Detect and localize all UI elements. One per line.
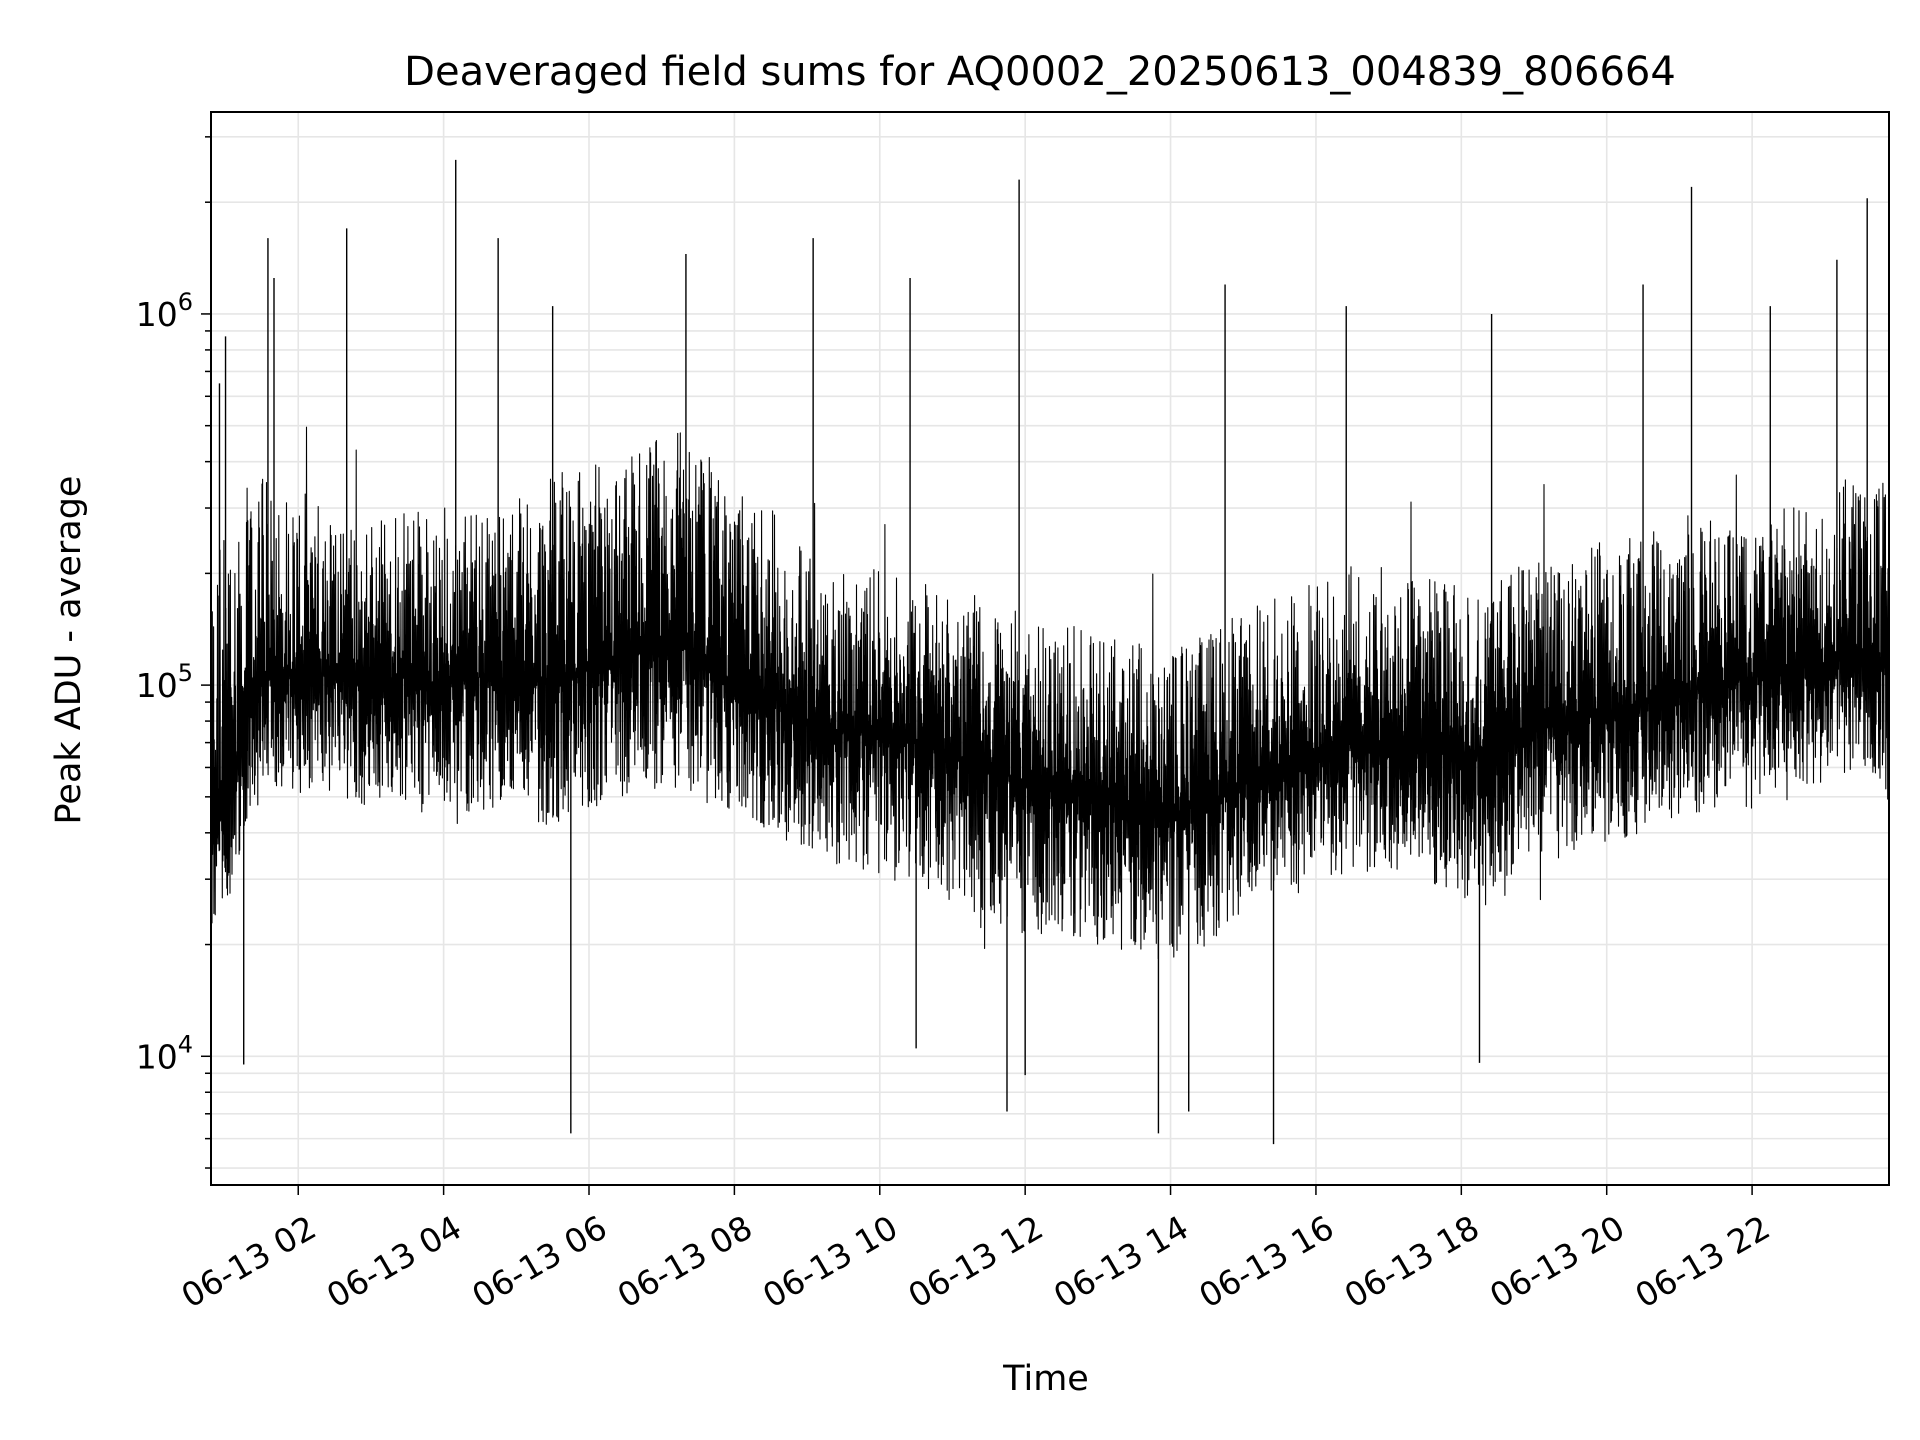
y-tick-exponent: 5 [178,659,193,687]
plot-frame [210,111,1890,1186]
y-tick-label: 105 [136,659,193,705]
y-tick-exponent: 6 [178,288,193,316]
y-tick-exponent: 4 [178,1030,193,1058]
y-tick-base: 10 [136,295,178,334]
plot-area [210,159,1890,1145]
y-tick-label: 106 [136,288,193,334]
y-tick-base: 10 [136,666,178,705]
chart-title: Deaveraged field sums for AQ0002_2025061… [404,49,1676,95]
y-tick-base: 10 [136,1037,178,1076]
y-tick-label: 104 [136,1030,193,1076]
x-axis-label: Time [1002,1359,1089,1399]
y-axis-label: Peak ADU - average [49,476,89,825]
data-series-line [210,426,1890,960]
